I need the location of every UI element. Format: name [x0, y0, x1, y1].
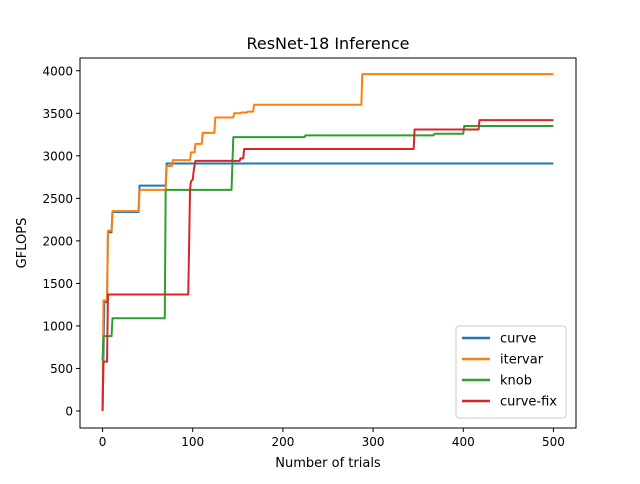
x-axis: 0 100 200 300 400 500: [99, 428, 565, 449]
legend: curve itervar knob curve-fix: [455, 325, 567, 419]
series-line-knob: [101, 125, 554, 361]
legend-label-knob: knob: [500, 374, 532, 389]
legend-box: [455, 325, 567, 419]
x-tick-label: 0: [99, 435, 107, 449]
y-tick-label: 2500: [42, 192, 73, 206]
plot-lines: [101, 73, 554, 412]
x-tick-label: 200: [271, 435, 294, 449]
y-axis-label: GFLOPS: [15, 218, 30, 269]
legend-label-curve: curve: [500, 332, 536, 347]
y-axis: 0 500 1000 1500 2000 2500 3000 3500 4000: [42, 64, 80, 418]
legend-label-curve-fix: curve-fix: [500, 395, 557, 410]
y-tick-label: 4000: [42, 64, 73, 78]
y-tick-label: 1500: [42, 277, 73, 291]
x-tick-label: 300: [362, 435, 385, 449]
y-tick-label: 3500: [42, 107, 73, 121]
legend-label-itervar: itervar: [500, 353, 544, 368]
series-line-itervar: [101, 73, 554, 411]
x-tick-label: 500: [542, 435, 565, 449]
y-tick-label: 500: [50, 362, 73, 376]
series-line-curve-fix: [101, 119, 554, 412]
y-tick-label: 3000: [42, 149, 73, 163]
y-tick-label: 1000: [42, 319, 73, 333]
plot-frame: [79, 57, 577, 429]
chart-title: ResNet-18 Inference: [246, 34, 409, 53]
y-tick-label: 2000: [42, 234, 73, 248]
x-tick-label: 400: [452, 435, 475, 449]
y-tick-label: 0: [65, 404, 73, 418]
x-tick-label: 100: [181, 435, 204, 449]
x-axis-label: Number of trials: [275, 456, 381, 471]
